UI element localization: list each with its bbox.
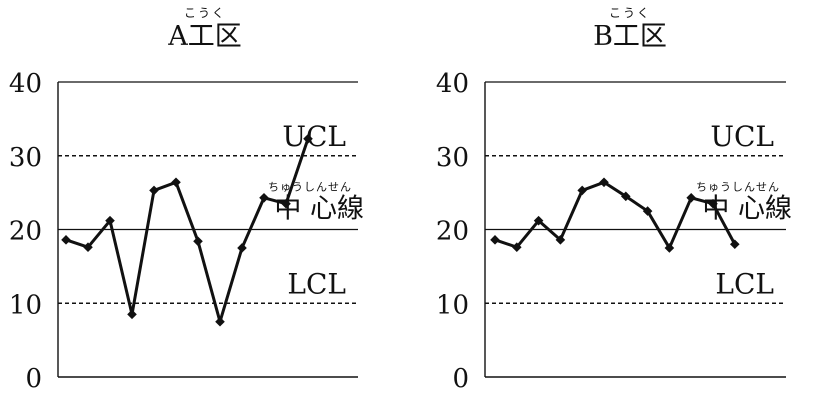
data-point-marker: [730, 239, 740, 250]
data-point-marker: [555, 235, 566, 245]
data-point-marker: [708, 198, 718, 209]
chart-title-ruby: こうく: [184, 6, 226, 20]
data-point-marker: [237, 243, 247, 253]
y-tick-label: 10: [9, 290, 42, 320]
data-point-marker: [533, 215, 544, 226]
data-point-marker: [259, 192, 269, 203]
data-point-marker: [281, 198, 291, 209]
data-point-marker: [621, 191, 631, 202]
center-line-ruby: ちゅうしんせん: [696, 181, 780, 194]
data-point-marker: [303, 133, 313, 144]
ucl-label: UCL: [282, 120, 346, 153]
data-point-marker: [105, 215, 115, 226]
y-tick-label: 30: [436, 143, 469, 173]
lcl-label: LCL: [715, 267, 774, 300]
data-point-marker: [490, 235, 500, 245]
y-tick-label: 40: [436, 69, 469, 99]
lcl-label: LCL: [287, 267, 346, 300]
data-point-marker: [664, 243, 675, 253]
y-tick-label: 30: [9, 143, 42, 173]
data-point-marker: [171, 177, 181, 188]
y-tick-label: 10: [436, 290, 469, 320]
chart-title: B工区: [593, 21, 667, 52]
data-point-marker: [577, 185, 587, 196]
data-point-marker: [686, 192, 696, 203]
data-point-marker: [61, 235, 71, 245]
y-tick-label: 0: [25, 364, 42, 393]
ucl-label: UCL: [710, 120, 774, 153]
chart-title-ruby: こうく: [609, 6, 651, 20]
data-point-marker: [127, 309, 137, 320]
data-point-marker: [599, 177, 609, 188]
y-tick-label: 20: [436, 217, 469, 247]
data-point-marker: [193, 236, 203, 247]
chart-title: A工区: [167, 21, 242, 52]
data-point-marker: [512, 242, 522, 252]
center-line-ruby: ちゅうしんせん: [268, 181, 352, 194]
data-point-marker: [642, 206, 653, 216]
y-tick-label: 40: [9, 69, 42, 99]
data-point-marker: [149, 185, 159, 196]
y-tick-label: 0: [452, 364, 469, 393]
data-point-marker: [83, 242, 93, 252]
data-point-marker: [215, 316, 225, 327]
y-tick-label: 20: [9, 217, 42, 247]
center-line-label: 中 心線: [274, 194, 364, 225]
